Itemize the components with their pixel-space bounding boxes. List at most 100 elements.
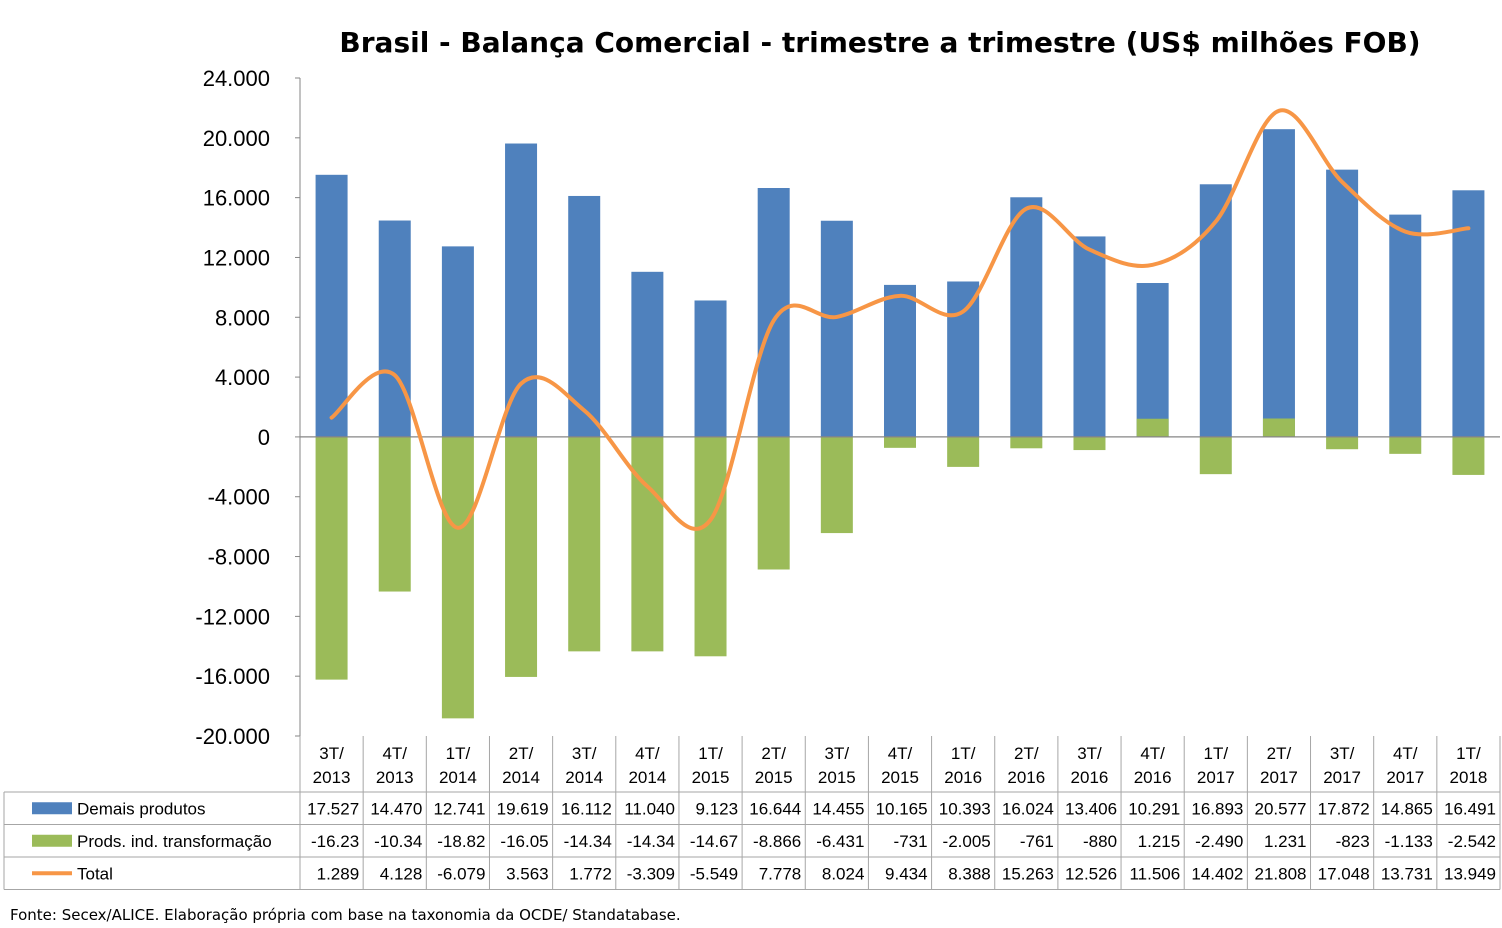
data-label-total: 7.778 [759,864,802,883]
bar-prods-ind-transformacao [1389,436,1422,454]
category-label: 2T/ [1014,744,1039,763]
category-label: 1T/ [446,744,471,763]
data-label-prods-ind-transformacao: -2.542 [1448,832,1496,851]
data-label-demais-produtos: 16.112 [561,799,612,818]
bar-prods-ind-transformacao [315,436,348,680]
data-label-total: 13.731 [1381,864,1433,883]
data-label-prods-ind-transformacao: -10.34 [374,832,422,851]
category-label: 2014 [565,768,603,787]
bar-prods-ind-transformacao [568,436,601,652]
data-label-demais-produtos: 16.644 [749,799,801,818]
category-label: 2016 [944,768,982,787]
data-label-prods-ind-transformacao: -761 [1020,832,1054,851]
data-label-prods-ind-transformacao: -6.431 [816,832,864,851]
bar-prods-ind-transformacao [1136,418,1169,437]
category-label: 3T/ [572,744,597,763]
category-label: 2013 [313,768,351,787]
data-label-prods-ind-transformacao: -14.67 [690,832,738,851]
bar-prods-ind-transformacao [631,436,664,652]
category-label: 1T/ [1456,744,1481,763]
data-label-prods-ind-transformacao: -2.005 [943,832,991,851]
category-label: 4T/ [1393,744,1418,763]
data-label-total: 11.506 [1129,864,1180,883]
bar-prods-ind-transformacao [757,436,790,570]
bar-prods-ind-transformacao [1326,436,1359,450]
bar-prods-ind-transformacao [1073,436,1106,451]
category-label: 1T/ [951,744,976,763]
data-label-prods-ind-transformacao: 1.231 [1264,832,1307,851]
data-label-demais-produtos: 20.577 [1255,799,1307,818]
data-label-demais-produtos: 16.893 [1191,799,1243,818]
category-label: 2016 [1007,768,1045,787]
y-tick-label: -16.000 [195,664,270,689]
line-total [329,108,1471,531]
category-label: 3T/ [825,744,850,763]
y-tick-label: -20.000 [195,724,270,749]
bar-demais-produtos [1262,129,1295,437]
bar-prods-ind-transformacao [820,436,853,534]
data-label-demais-produtos: 10.291 [1128,799,1180,818]
data-label-total: 13.949 [1444,864,1496,883]
data-label-total: 1.772 [569,864,612,883]
bar-demais-produtos [1136,283,1169,437]
data-label-total: 3.563 [506,864,549,883]
plot-area: 24.000 20.000 16.000 12.000 8.000 4.000 0 -4.00… [195,66,1500,749]
bar-prods-ind-transformacao [694,436,727,657]
bar-prods-ind-transformacao [1199,436,1232,475]
category-label: 2T/ [761,744,786,763]
bar-demais-produtos [1199,184,1232,437]
data-label-demais-produtos: 10.393 [939,799,991,818]
category-label: 4T/ [1140,744,1165,763]
data-label-demais-produtos: 10.165 [876,799,928,818]
category-label: 2017 [1260,768,1298,787]
data-label-total: -6.079 [437,864,485,883]
legend-label-total: Total [77,864,113,883]
data-label-total: 8.388 [948,864,991,883]
legend-label-prods-ind-transformacao: Prods. ind. transformação [77,832,272,851]
category-label: 2016 [1134,768,1172,787]
bar-demais-produtos [1326,169,1359,437]
data-label-total: -3.309 [627,864,675,883]
data-label-demais-produtos: 14.470 [370,799,422,818]
source-note: Fonte: Secex/ALICE. Elaboração própria c… [10,906,681,924]
data-label-prods-ind-transformacao: -8.866 [753,832,801,851]
bar-demais-produtos [441,246,474,437]
legend-label-demais-produtos: Demais produtos [77,799,206,818]
legend-key-demais-produtos [32,802,72,815]
category-label: 2015 [755,768,793,787]
data-label-total: 8.024 [822,864,865,883]
bar-prods-ind-transformacao [884,436,916,448]
y-tick-label: -4.000 [208,485,270,510]
category-label: 3T/ [1077,744,1102,763]
data-label-demais-produtos: 14.865 [1381,799,1433,818]
legend-key-prods-ind-transformacao [32,834,72,847]
data-label-total: 12.526 [1065,864,1117,883]
category-label: 2017 [1197,768,1235,787]
category-label: 1T/ [1204,744,1229,763]
y-tick-label: -12.000 [195,604,270,629]
bar-demais-produtos [1010,197,1043,437]
bar-prods-ind-transformacao [505,436,538,677]
bar-prods-ind-transformacao [1452,436,1485,475]
bar-demais-produtos [947,281,980,437]
data-label-demais-produtos: 17.872 [1318,799,1370,818]
category-label: 2014 [502,768,540,787]
data-label-prods-ind-transformacao: -2.490 [1195,832,1243,851]
data-label-prods-ind-transformacao: -16.23 [311,832,359,851]
bar-prods-ind-transformacao [947,436,980,467]
data-label-prods-ind-transformacao: -731 [894,832,928,851]
category-label: 2016 [1071,768,1109,787]
data-label-prods-ind-transformacao: -14.34 [564,832,612,851]
data-label-total: 1.289 [317,864,360,883]
y-tick-label: 24.000 [203,66,270,91]
category-label: 4T/ [635,744,660,763]
category-label: 2014 [439,768,477,787]
category-label: 4T/ [888,744,913,763]
data-label-demais-produtos: 19.619 [497,799,549,818]
data-label-prods-ind-transformacao: -18.82 [437,832,485,851]
bar-prods-ind-transformacao [441,436,474,719]
data-label-total: 9.434 [885,864,928,883]
data-label-demais-produtos: 16.024 [1002,799,1054,818]
data-label-total: 14.402 [1191,864,1243,883]
